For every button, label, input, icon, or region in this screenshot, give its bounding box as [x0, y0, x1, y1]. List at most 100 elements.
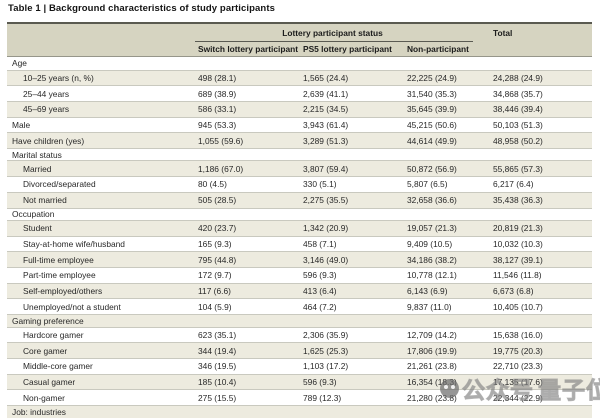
row-label: 45–69 years: [23, 104, 70, 115]
cell-value: 17,135 (17.6): [493, 377, 543, 388]
cell-value: 1,103 (17.2): [303, 361, 349, 372]
cell-value: 789 (12.3): [303, 392, 342, 403]
cell-value: 498 (28.1): [198, 72, 237, 83]
table-row: Middle-core gamer 346 (19.5) 1,103 (17.2) 2…: [7, 358, 592, 374]
table-row: Full-time employee 795 (44.8) 3,146 (49.0)…: [7, 251, 592, 268]
cell-value: 1,342 (20.9): [303, 223, 349, 234]
cell-value: 6,217 (6.4): [493, 179, 534, 190]
column-header-ps5: PS5 lottery participant: [303, 44, 392, 54]
cell-value: 2,306 (35.9): [303, 329, 349, 340]
table-row: Hardcore gamer 623 (35.1) 2,306 (35.9) 12,7…: [7, 326, 592, 343]
cell-value: 172 (9.7): [198, 270, 232, 281]
cell-value: 165 (9.3): [198, 239, 232, 250]
cell-value: 34,868 (35.7): [493, 88, 543, 99]
section-row: Gaming preference: [7, 314, 592, 327]
table-body: Age 10–25 years (n, %) 498 (28.1) 1,565 (24…: [7, 57, 592, 418]
cell-value: 505 (28.5): [198, 195, 237, 206]
cell-value: 2,275 (35.5): [303, 195, 349, 206]
table-row: Self-employed/others 117 (6.6) 413 (6.4) 6,…: [7, 282, 592, 299]
cell-value: 35,438 (36.3): [493, 195, 543, 206]
cell-value: 48,958 (50.2): [493, 135, 543, 146]
row-label: Stay-at-home wife/husband: [23, 239, 125, 250]
cell-value: 44,614 (49.9): [407, 135, 457, 146]
cell-value: 45,215 (50.6): [407, 119, 457, 130]
row-label: Self-employed/others: [23, 286, 103, 297]
row-label: Unemployed/not a student: [23, 301, 121, 312]
table-row: Male 945 (53.3) 3,943 (61.4) 45,215 (50.6) 5…: [7, 116, 592, 133]
row-label: Hardcore gamer: [23, 329, 84, 340]
column-header-switch: Switch lottery participant: [198, 44, 299, 54]
table-row: Married 1,186 (67.0) 3,807 (59.4) 50,872 (5…: [7, 160, 592, 177]
column-header-total: Total: [493, 28, 513, 38]
table-header: Lottery participant status Total Switch …: [7, 24, 592, 57]
cell-value: 50,103 (51.3): [493, 119, 543, 130]
cell-value: 1,055 (59.6): [198, 135, 244, 146]
cell-value: 586 (33.1): [198, 104, 237, 115]
cell-value: 34,186 (38.2): [407, 254, 457, 265]
cell-value: 17,806 (19.9): [407, 345, 457, 356]
table-row: 25–44 years 689 (38.9) 2,639 (41.1) 31,540 …: [7, 85, 592, 101]
cell-value: 15,638 (16.0): [493, 329, 543, 340]
cell-value: 2,215 (34.5): [303, 104, 349, 115]
cell-value: 19,775 (20.3): [493, 345, 543, 356]
table-row: Part-time employee 172 (9.7) 596 (9.3) 10,7…: [7, 267, 592, 283]
cell-value: 420 (23.7): [198, 223, 237, 234]
cell-value: 1,186 (67.0): [198, 163, 244, 174]
cell-value: 6,143 (6.9): [407, 286, 448, 297]
section-row: Age: [7, 57, 592, 70]
cell-value: 689 (38.9): [198, 88, 237, 99]
cell-value: 10,032 (10.3): [493, 239, 543, 250]
cell-value: 5,807 (6.5): [407, 179, 448, 190]
cell-value: 32,658 (36.6): [407, 195, 457, 206]
column-group-underline: [195, 41, 473, 42]
participants-table: Lottery participant status Total Switch …: [7, 22, 592, 418]
table-row: Non-gamer 275 (15.5) 789 (12.3) 21,280 (23.…: [7, 389, 592, 406]
cell-value: 596 (9.3): [303, 270, 337, 281]
cell-value: 3,289 (51.3): [303, 135, 349, 146]
row-label: Middle-core gamer: [23, 361, 93, 372]
cell-value: 596 (9.3): [303, 377, 337, 388]
cell-value: 80 (4.5): [198, 179, 227, 190]
cell-value: 185 (10.4): [198, 377, 237, 388]
table-row: Not married 505 (28.5) 2,275 (35.5) 32,658 …: [7, 191, 592, 208]
cell-value: 31,540 (35.3): [407, 88, 457, 99]
row-label: Student: [23, 223, 52, 234]
table-row: Student 420 (23.7) 1,342 (20.9) 19,057 (21.…: [7, 220, 592, 236]
cell-value: 22,710 (23.3): [493, 361, 543, 372]
cell-value: 9,837 (11.0): [407, 301, 452, 312]
row-label: Casual gamer: [23, 377, 76, 388]
table-row: Have children (yes) 1,055 (59.6) 3,289 (51…: [7, 132, 592, 148]
row-label: Marital status: [12, 149, 62, 160]
cell-value: 330 (5.1): [303, 179, 337, 190]
cell-value: 10,778 (12.1): [407, 270, 457, 281]
table-row: 10–25 years (n, %) 498 (28.1) 1,565 (24.4)…: [7, 69, 592, 86]
cell-value: 117 (6.6): [198, 286, 231, 297]
table-title: Table 1 | Background characteristics of …: [8, 3, 275, 14]
cell-value: 24,288 (24.9): [493, 72, 543, 83]
row-label: Have children (yes): [12, 135, 85, 146]
cell-value: 275 (15.5): [198, 392, 237, 403]
row-label: Married: [23, 163, 52, 174]
cell-value: 35,645 (39.9): [407, 104, 457, 115]
cell-value: 3,146 (49.0): [303, 254, 349, 265]
cell-value: 6,673 (6.8): [493, 286, 534, 297]
cell-value: 19,057 (21.3): [407, 223, 457, 234]
section-row: Occupation: [7, 207, 592, 220]
row-label: Core gamer: [23, 345, 68, 356]
cell-value: 3,807 (59.4): [303, 163, 349, 174]
cell-value: 9,409 (10.5): [407, 239, 453, 250]
row-label: Male: [12, 119, 31, 130]
table-row: Divorced/separated 80 (4.5) 330 (5.1) 5,807…: [7, 176, 592, 192]
section-row: Marital status: [7, 147, 592, 161]
cell-value: 346 (19.5): [198, 361, 237, 372]
cell-value: 12,709 (14.2): [407, 329, 457, 340]
table-row: Stay-at-home wife/husband 165 (9.3) 458 (7…: [7, 235, 592, 252]
cell-value: 413 (6.4): [303, 286, 337, 297]
cell-value: 21,280 (23.8): [407, 392, 457, 403]
row-label: Job: industries: [12, 406, 66, 417]
cell-value: 21,261 (23.8): [407, 361, 457, 372]
cell-value: 623 (35.1): [198, 329, 237, 340]
row-label: Gaming preference: [12, 315, 84, 326]
row-label: Part-time employee: [23, 270, 96, 281]
